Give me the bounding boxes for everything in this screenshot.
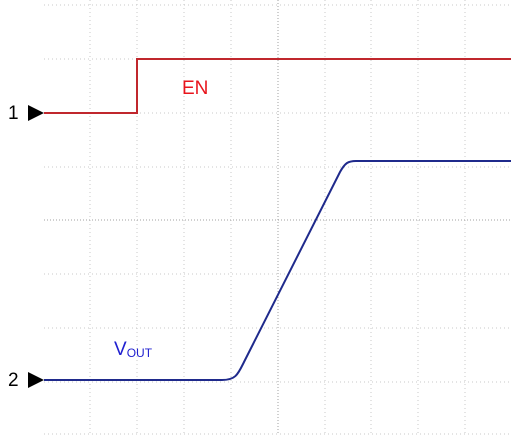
en-trace — [44, 58, 511, 114]
channel-marker: 2 — [8, 370, 19, 391]
graticule — [44, 0, 511, 435]
vout-sub: OUT — [127, 346, 153, 360]
vout-trace — [44, 160, 511, 381]
vout-label: VOUT — [114, 339, 153, 360]
marker-arrow — [28, 372, 44, 388]
marker-arrow — [28, 105, 44, 121]
vout-main: V — [114, 339, 127, 360]
channel-marker: 1 — [8, 103, 19, 124]
en-label: EN — [182, 78, 208, 99]
